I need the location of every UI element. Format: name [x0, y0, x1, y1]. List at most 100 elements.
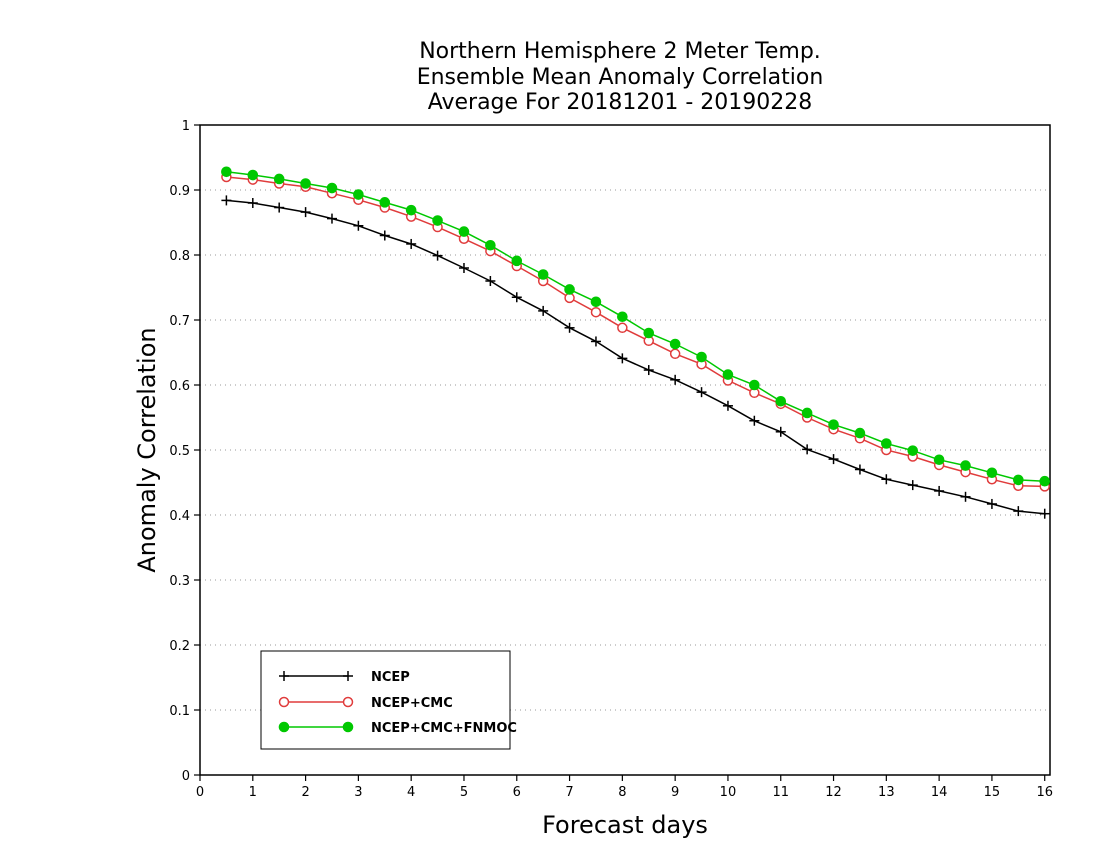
y-tick-label-5: 0.5: [169, 444, 190, 459]
x-axis-label: Forecast days: [542, 811, 708, 839]
series-1-point-15: [617, 322, 628, 334]
series-2-point-13: [564, 284, 575, 295]
series-0-point-5: [353, 220, 364, 231]
chart-title: Northern Hemisphere 2 Meter Temp. Ensemb…: [417, 39, 824, 115]
x-tick-label-7: 7: [565, 785, 573, 800]
legend-item-0: NCEP: [279, 670, 410, 685]
y-tick-label-7: 0.7: [169, 314, 190, 329]
series-2-point-6: [379, 197, 391, 208]
x-tick-label-4: 4: [407, 785, 415, 800]
legend-label-1: NCEP+CMC: [371, 696, 453, 711]
series-0-point-19: [722, 400, 733, 411]
series-0-point-2: [274, 202, 285, 213]
series-2-point-15: [617, 311, 628, 323]
legend-item-1: NCEP+CMC: [278, 696, 453, 711]
series-1-point-17: [669, 348, 681, 360]
series-2-point-12: [537, 269, 549, 280]
series-0-point-18: [696, 387, 707, 398]
series-0-point-16: [643, 365, 654, 376]
series-2-point-9: [458, 226, 470, 237]
legend-label-0: NCEP: [371, 670, 410, 685]
series-0-point-0: [221, 195, 232, 206]
series-0-point-3: [300, 207, 311, 218]
series-0-point-15: [617, 353, 628, 364]
series-2-point-2: [273, 173, 285, 185]
series-2-point-17: [669, 338, 681, 350]
series-2-point-23: [828, 419, 839, 430]
x-tick-label-13: 13: [878, 785, 895, 800]
series-2-point-29: [986, 467, 998, 479]
title-line-3: Average For 20181201 - 20190228: [428, 90, 813, 115]
series-0-point-7: [406, 238, 417, 249]
series-2-point-30: [1013, 474, 1024, 486]
series-1: [221, 171, 1050, 492]
legend-marker-end-2: [342, 721, 354, 733]
series-0-point-28: [960, 491, 971, 502]
title-line-1: Northern Hemisphere 2 Meter Temp.: [419, 39, 821, 64]
x-tick-label-10: 10: [720, 785, 737, 800]
series-2-point-16: [643, 327, 655, 339]
gridlines: [200, 124, 1050, 711]
series-line-2: [226, 171, 1045, 482]
series-0-point-17: [670, 374, 681, 385]
series-0-point-11: [511, 292, 522, 303]
series-0-point-6: [379, 230, 390, 241]
series-0-point-30: [1013, 506, 1024, 517]
y-tick-label-2: 0.2: [169, 639, 190, 654]
series-lines: [221, 166, 1051, 519]
series-2-point-19: [722, 369, 734, 380]
series-2-point-24: [854, 427, 866, 439]
series-0-point-25: [881, 474, 892, 485]
x-tick-label-15: 15: [984, 785, 1001, 800]
legend-item-2: NCEP+CMC+FNMOC: [278, 721, 517, 736]
series-0-point-9: [458, 263, 469, 273]
y-tick-label-4: 0.4: [169, 509, 190, 524]
series-2-point-18: [696, 351, 707, 363]
series-0-point-29: [986, 498, 997, 509]
series-0-point-24: [854, 464, 865, 475]
series-0: [221, 195, 1050, 519]
title-line-2: Ensemble Mean Anomaly Correlation: [417, 65, 824, 90]
series-0-point-14: [590, 336, 601, 347]
series-2-point-25: [881, 438, 892, 449]
series-0-point-1: [247, 198, 258, 208]
series-0-point-10: [485, 276, 496, 286]
y-tick-label-0: 0: [182, 769, 190, 784]
series-2-point-11: [511, 255, 523, 267]
y-tick-label-6: 0.6: [169, 379, 190, 394]
series-2: [221, 166, 1051, 487]
legend-box: [260, 650, 511, 750]
series-2-point-0: [221, 166, 232, 178]
x-tick-label-6: 6: [513, 785, 521, 800]
series-2-point-20: [749, 379, 760, 391]
x-tick-label-8: 8: [618, 785, 626, 800]
legend-marker-start-1: [278, 696, 290, 708]
series-2-point-4: [326, 182, 338, 194]
series-0-point-22: [802, 444, 813, 455]
x-tick-label-3: 3: [354, 785, 362, 800]
x-tick-label-1: 1: [249, 785, 257, 800]
series-2-point-26: [907, 445, 919, 456]
x-tick-label-11: 11: [772, 785, 789, 800]
series-0-point-8: [432, 250, 443, 261]
series-0-point-26: [907, 480, 918, 491]
series-1-point-14: [590, 306, 602, 318]
series-2-point-7: [405, 204, 417, 216]
series-0-point-12: [538, 305, 549, 316]
y-tick-label-10: 1: [182, 119, 190, 134]
legend-marker-end-0: [343, 671, 353, 681]
y-tick-label-8: 0.8: [169, 249, 190, 264]
x-tick-label-14: 14: [931, 785, 948, 800]
series-line-0: [226, 199, 1045, 515]
series-2-point-8: [432, 215, 443, 226]
y-axis-ticks: 0 0.1 0.2 0.3 0.4 0.5 0.6 0.7 0.8 0.9 1: [169, 119, 200, 784]
x-tick-label-2: 2: [301, 785, 309, 800]
series-2-point-5: [353, 189, 364, 200]
x-tick-label-5: 5: [460, 785, 468, 800]
y-tick-label-9: 0.9: [169, 184, 190, 199]
series-2-point-3: [300, 178, 311, 189]
series-2-point-1: [247, 169, 259, 181]
y-tick-label-3: 0.3: [169, 574, 190, 589]
